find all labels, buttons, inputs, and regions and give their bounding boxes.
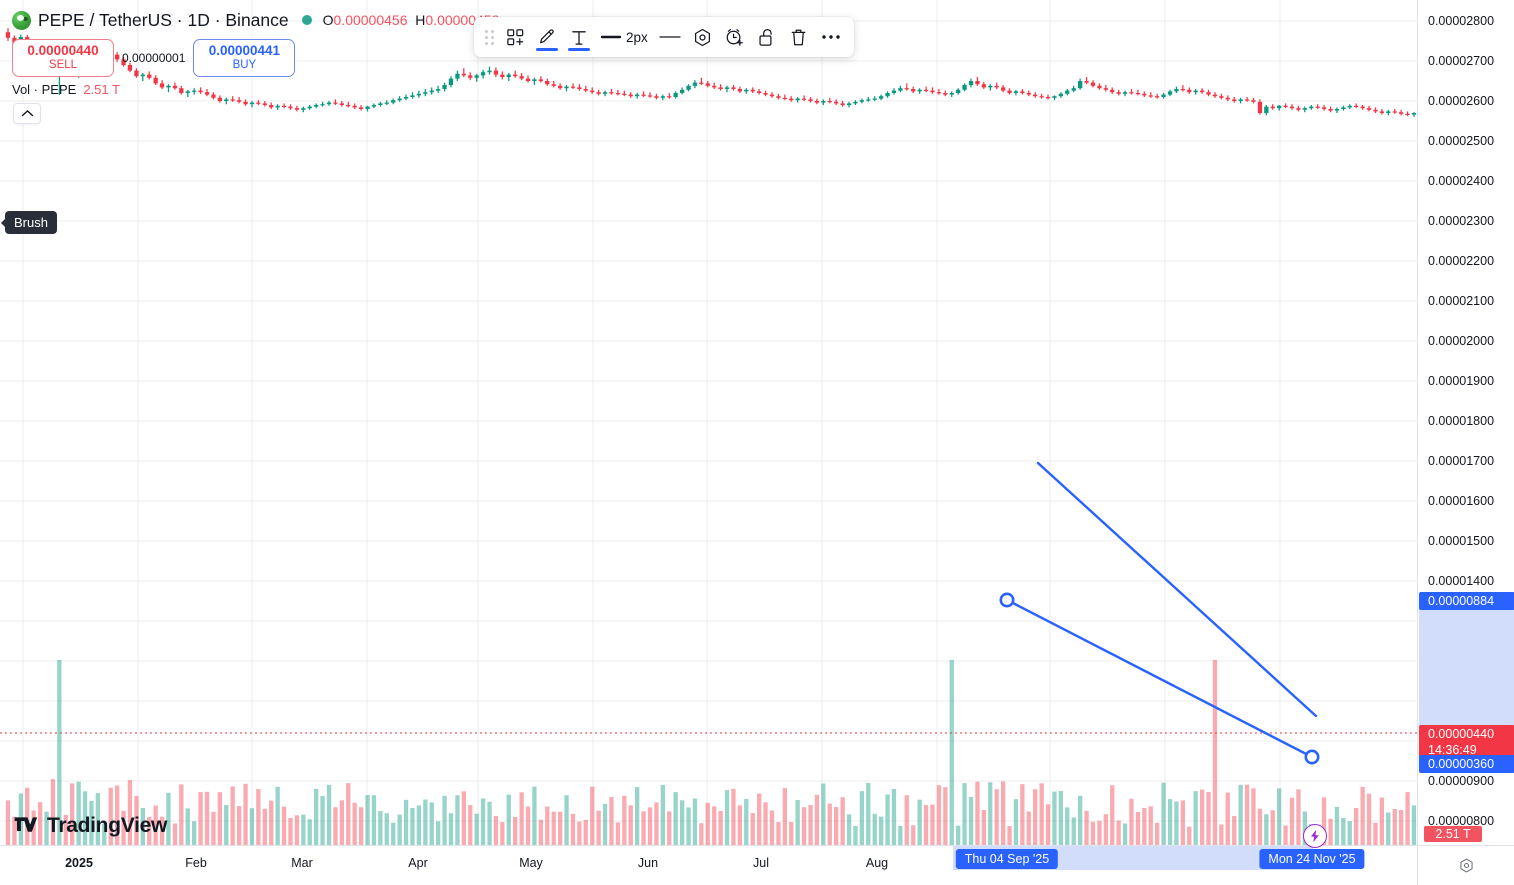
collapse-pane-button[interactable]: [13, 103, 41, 124]
price-tick: 0.00002200: [1428, 254, 1495, 268]
bar-countdown: 14:36:49: [1428, 742, 1477, 757]
chart-gridlines: [0, 0, 1417, 845]
text-active-indicator: [568, 48, 590, 51]
pepe-coin-icon: [12, 10, 31, 30]
add-template-button[interactable]: [500, 20, 530, 54]
drawing-toolbar[interactable]: 2px: [474, 17, 854, 57]
price-tick: 0.00001500: [1428, 534, 1495, 548]
time-tick: Feb: [185, 856, 207, 870]
measure-upper-label[interactable]: 0.00000884: [1419, 592, 1514, 610]
time-scale[interactable]: 2025FebMarAprMayJunJulAugOctNov Thu 04 S…: [0, 845, 1417, 885]
ohlc-open-label: O: [322, 12, 334, 28]
alarm-clock-add-icon: [726, 28, 744, 46]
time-tick: Aug: [865, 856, 889, 870]
price-tick: 0.00001600: [1428, 494, 1495, 508]
price-tick: 0.00002300: [1428, 214, 1495, 228]
time-tick: May: [519, 856, 543, 870]
ohlc-values: O0.00000456 H0.00000458: [323, 12, 500, 28]
price-tick: 0.00002700: [1428, 54, 1495, 68]
range-start-label[interactable]: Thu 04 Sep '25: [955, 849, 1059, 869]
price-tick: 0.00002800: [1428, 14, 1495, 28]
sell-label: SELL: [48, 59, 78, 72]
time-tick: Jul: [753, 856, 769, 870]
sell-button[interactable]: 0.00000440 SELL: [12, 39, 114, 77]
brush-tooltip: Brush: [5, 211, 57, 234]
sell-price: 0.00000440: [27, 43, 99, 59]
realtime-indicator-button[interactable]: [1303, 824, 1327, 848]
price-tick: 0.00000900: [1428, 774, 1495, 788]
buy-button[interactable]: 0.00000441 BUY: [193, 39, 296, 77]
drawing-overlay[interactable]: [0, 0, 1417, 845]
volume-value-badge[interactable]: 2.51 T: [1424, 826, 1482, 842]
time-tick: Jun: [637, 856, 659, 870]
line-style-icon: [659, 36, 681, 38]
page-title[interactable]: PEPE / TetherUS · 1D · Binance: [38, 9, 289, 30]
price-tick: 0.00001900: [1428, 374, 1495, 388]
time-tick: Mar: [291, 856, 313, 870]
volume-legend[interactable]: Vol · PEPE 2.51 T: [12, 82, 120, 97]
brush-active-indicator: [536, 48, 558, 51]
chart-plot-area[interactable]: [0, 0, 1417, 845]
measure-lower-label[interactable]: 0.00000360: [1419, 755, 1514, 773]
text-tool-button[interactable]: [564, 20, 594, 54]
price-tick: 0.00001400: [1428, 574, 1495, 588]
price-tick: 0.00001700: [1428, 454, 1495, 468]
buy-sell-widget[interactable]: 0.00000440 SELL 0.00000001 0.00000441 BU…: [12, 39, 499, 77]
price-tick: 0.00002600: [1428, 94, 1495, 108]
text-tool-icon: [572, 30, 586, 45]
delete-button[interactable]: [784, 20, 814, 54]
price-tick: 0.00002100: [1428, 294, 1495, 308]
market-open-dot-icon: [301, 15, 312, 25]
current-price-value: 0.00000440: [1428, 727, 1495, 741]
candlestick-series: [5, 28, 1417, 845]
buy-price: 0.00000441: [208, 43, 281, 59]
line-width-button[interactable]: 2px: [596, 20, 652, 54]
unlock-icon: [759, 28, 772, 46]
template-add-icon: [506, 28, 523, 45]
ohlc-high-label: H: [415, 12, 426, 28]
chart-legend: PEPE / TetherUS · 1D · Binance O0.000004…: [12, 9, 499, 77]
brush-tool-button[interactable]: [532, 20, 562, 54]
range-end-label[interactable]: Mon 24 Nov '25: [1259, 849, 1365, 869]
more-horizontal-icon: [822, 35, 840, 39]
volume-legend-value: 2.51 T: [83, 82, 120, 97]
lightning-bolt-icon: [1311, 829, 1319, 843]
gear-hex-icon: [695, 28, 711, 46]
symbol-row[interactable]: PEPE / TetherUS · 1D · Binance O0.000004…: [12, 9, 499, 31]
spread-value: 0.00000001: [122, 51, 186, 65]
price-tick: 0.00002400: [1428, 174, 1495, 188]
chevron-up-icon: [21, 110, 33, 117]
current-price-label[interactable]: 0.00000440 14:36:49: [1419, 725, 1514, 761]
time-tick: 2025: [65, 856, 93, 870]
buy-label: BUY: [232, 59, 257, 72]
trash-icon: [791, 29, 806, 45]
price-tick: 0.00002500: [1428, 134, 1495, 148]
chart-settings-button[interactable]: [1417, 845, 1514, 885]
settings-button[interactable]: [688, 20, 718, 54]
gear-hex-icon: [1459, 858, 1473, 873]
line-thickness-icon: [600, 35, 622, 39]
price-tick: 0.00002000: [1428, 334, 1495, 348]
price-tick: 0.00000800: [1428, 814, 1495, 828]
ohlc-open-value: 0.00000456: [333, 12, 408, 28]
volume-legend-title: Vol · PEPE: [12, 82, 77, 97]
line-width-label: 2px: [626, 29, 648, 45]
price-tick: 0.00001800: [1428, 414, 1495, 428]
price-scale[interactable]: 0.00002800 0.00002700 0.00002600 0.00002500…: [1417, 0, 1514, 868]
drag-grip-icon[interactable]: [482, 26, 496, 48]
alert-button[interactable]: [720, 20, 750, 54]
more-options-button[interactable]: [816, 20, 846, 54]
time-tick: Apr: [408, 856, 428, 870]
line-style-button[interactable]: [654, 20, 686, 54]
pencil-icon: [540, 29, 554, 44]
lock-button[interactable]: [752, 20, 782, 54]
